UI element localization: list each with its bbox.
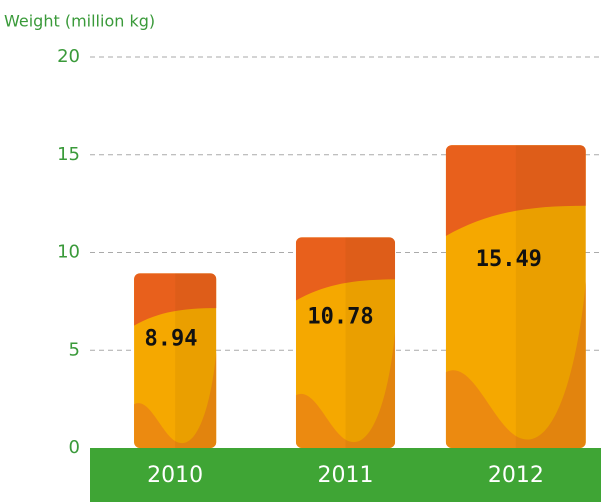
- bar-group: [134, 273, 216, 448]
- bar-shade: [346, 237, 396, 448]
- bar-shade: [516, 145, 586, 448]
- chart: Weight (million kg) 0 5 10 15 20 8.94 2010 10.7…: [0, 0, 601, 502]
- bar-shade: [175, 273, 216, 448]
- x-tick-label: 2010: [147, 463, 203, 488]
- x-tick-label: 2012: [488, 463, 544, 488]
- y-tick-label: 0: [69, 437, 80, 458]
- value-label: 8.94: [145, 327, 198, 352]
- y-axis-label: Weight (million kg): [4, 12, 155, 31]
- y-tick-label: 5: [69, 339, 80, 360]
- bar-group: [296, 237, 395, 448]
- value-label: 10.78: [307, 304, 373, 329]
- x-tick-label: 2011: [318, 463, 374, 488]
- bar-group: [446, 145, 586, 448]
- y-tick-label: 15: [57, 144, 80, 165]
- value-label: 15.49: [476, 247, 542, 272]
- y-tick-label: 20: [57, 46, 80, 67]
- y-tick-label: 10: [57, 242, 80, 263]
